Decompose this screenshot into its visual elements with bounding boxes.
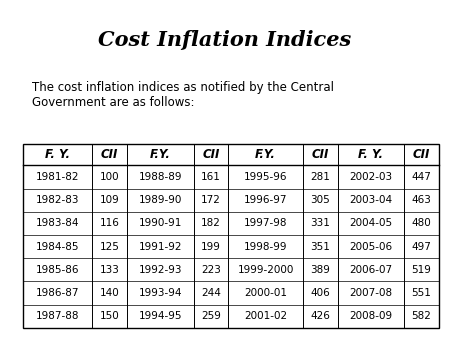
Text: 447: 447 [411, 172, 432, 182]
Text: 281: 281 [310, 172, 330, 182]
Text: 582: 582 [411, 311, 432, 321]
Text: 125: 125 [100, 242, 120, 251]
Text: 161: 161 [201, 172, 221, 182]
Text: 2001-02: 2001-02 [244, 311, 287, 321]
Text: 1988-89: 1988-89 [139, 172, 182, 182]
Text: 1984-85: 1984-85 [36, 242, 79, 251]
Text: 109: 109 [100, 195, 120, 205]
Text: 199: 199 [201, 242, 221, 251]
Text: 497: 497 [411, 242, 432, 251]
Text: 2007-08: 2007-08 [349, 288, 392, 298]
Text: F.Y.: F.Y. [150, 148, 171, 161]
Text: 1991-92: 1991-92 [139, 242, 182, 251]
Text: 1982-83: 1982-83 [36, 195, 79, 205]
Text: 551: 551 [411, 288, 432, 298]
Text: 331: 331 [310, 218, 330, 228]
Text: CII: CII [101, 148, 118, 161]
Text: CII: CII [311, 148, 329, 161]
Text: CII: CII [202, 148, 220, 161]
Text: F. Y.: F. Y. [358, 148, 383, 161]
Text: 1998-99: 1998-99 [244, 242, 287, 251]
Text: F. Y.: F. Y. [45, 148, 70, 161]
Text: 2005-06: 2005-06 [349, 242, 392, 251]
Text: Cost Inflation Indices: Cost Inflation Indices [99, 30, 351, 50]
Text: 2002-03: 2002-03 [349, 172, 392, 182]
Text: 259: 259 [201, 311, 221, 321]
Text: 1985-86: 1985-86 [36, 265, 79, 275]
Text: 140: 140 [100, 288, 120, 298]
Text: 100: 100 [100, 172, 120, 182]
Text: The cost inflation indices as notified by the Central
Government are as follows:: The cost inflation indices as notified b… [32, 81, 333, 109]
Text: 116: 116 [100, 218, 120, 228]
Text: 182: 182 [201, 218, 221, 228]
Text: 1990-91: 1990-91 [139, 218, 182, 228]
Text: F.Y.: F.Y. [255, 148, 276, 161]
Text: 480: 480 [412, 218, 431, 228]
Text: 1992-93: 1992-93 [139, 265, 182, 275]
Text: 1993-94: 1993-94 [139, 288, 182, 298]
Text: 133: 133 [100, 265, 120, 275]
Text: 2003-04: 2003-04 [349, 195, 392, 205]
Text: 1987-88: 1987-88 [36, 311, 79, 321]
Text: 351: 351 [310, 242, 330, 251]
Text: 2008-09: 2008-09 [349, 311, 392, 321]
Text: 406: 406 [310, 288, 330, 298]
Text: 426: 426 [310, 311, 330, 321]
Text: 1997-98: 1997-98 [244, 218, 287, 228]
Text: 1986-87: 1986-87 [36, 288, 79, 298]
Text: 1996-97: 1996-97 [244, 195, 287, 205]
Text: 1995-96: 1995-96 [244, 172, 287, 182]
Text: 305: 305 [310, 195, 330, 205]
Text: 2004-05: 2004-05 [349, 218, 392, 228]
Text: 1994-95: 1994-95 [139, 311, 182, 321]
Text: 519: 519 [411, 265, 432, 275]
Text: 389: 389 [310, 265, 330, 275]
Text: CII: CII [413, 148, 430, 161]
Text: 463: 463 [411, 195, 432, 205]
Text: 1989-90: 1989-90 [139, 195, 182, 205]
Text: 150: 150 [100, 311, 120, 321]
Text: 1981-82: 1981-82 [36, 172, 79, 182]
Text: 1999-2000: 1999-2000 [237, 265, 294, 275]
Text: 2000-01: 2000-01 [244, 288, 287, 298]
Text: 1983-84: 1983-84 [36, 218, 79, 228]
Text: 223: 223 [201, 265, 221, 275]
Text: 2006-07: 2006-07 [349, 265, 392, 275]
Text: 172: 172 [201, 195, 221, 205]
Text: 244: 244 [201, 288, 221, 298]
